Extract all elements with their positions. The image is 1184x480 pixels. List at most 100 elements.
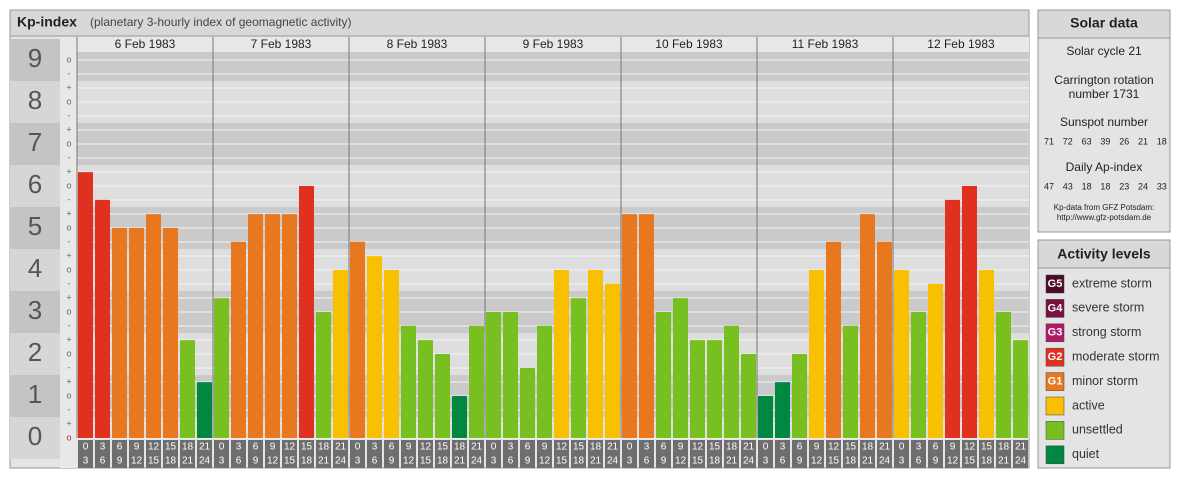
y-tick-label: 0: [28, 421, 42, 451]
kp-bar: [979, 270, 994, 438]
level-label: moderate storm: [1072, 349, 1160, 363]
level-label: unsettled: [1072, 423, 1123, 437]
sunspot-value: 26: [1119, 136, 1129, 146]
level-swatch: [1045, 421, 1065, 440]
slot-from: 0: [355, 442, 361, 453]
slot-box: [911, 440, 926, 468]
slot-box: [197, 440, 212, 468]
slot-to: 9: [661, 456, 667, 467]
slot-box: [1013, 440, 1028, 468]
minor-tick-label: o: [66, 390, 71, 400]
rotation-line: Carrington rotation: [1054, 73, 1153, 87]
kp-bar: [95, 199, 110, 438]
slot-from: 6: [117, 442, 123, 453]
slot-to: 18: [573, 456, 585, 467]
axis-band: [10, 165, 60, 207]
slot-from: 18: [454, 442, 466, 453]
slot-from: 3: [372, 442, 378, 453]
slot-box: [146, 440, 161, 468]
slot-from: 15: [981, 442, 993, 453]
kp-bar: [180, 340, 195, 438]
slot-to: 24: [199, 456, 211, 467]
slot-to: 9: [389, 456, 395, 467]
slot-to: 12: [675, 456, 687, 467]
slot-to: 9: [253, 456, 259, 467]
sunspot-value: 71: [1044, 136, 1054, 146]
date-label: 10 Feb 1983: [655, 37, 723, 51]
level-swatch: [1045, 299, 1065, 318]
slot-to: 9: [933, 456, 939, 467]
slot-to: 6: [916, 456, 922, 467]
kp-bar: [401, 325, 416, 438]
kp-bar: [962, 186, 977, 438]
slot-to: 18: [301, 456, 313, 467]
slot-to: 6: [780, 456, 786, 467]
minor-tick-label: o: [66, 180, 71, 190]
axis-band: [10, 39, 60, 81]
kp-bar: [911, 312, 926, 438]
slot-from: 15: [437, 442, 449, 453]
slot-to: 24: [743, 456, 755, 467]
slot-box: [962, 440, 977, 468]
solar-cycle: Solar cycle 21: [1066, 44, 1142, 58]
slot-box: [758, 440, 773, 468]
slot-to: 6: [236, 456, 242, 467]
kp-bar: [571, 298, 586, 438]
slot-box: [520, 440, 535, 468]
slot-from: 18: [318, 442, 330, 453]
minor-tick-label: -: [68, 236, 71, 246]
date-label: 11 Feb 1983: [792, 37, 859, 51]
slot-to: 9: [117, 456, 123, 467]
slot-to: 24: [335, 456, 347, 467]
kp-bar: [469, 325, 484, 438]
slot-box: [180, 440, 195, 468]
y-tick-label: 1: [28, 379, 42, 409]
kp-bar: [486, 312, 501, 438]
kp-bar: [860, 214, 875, 438]
chart-subtitle: (planetary 3-hourly index of geomagnetic…: [90, 15, 351, 29]
slot-from: 6: [933, 442, 939, 453]
slot-to: 24: [471, 456, 483, 467]
slot-box: [214, 440, 229, 468]
level-badge: G4: [1048, 302, 1064, 314]
slot-from: 15: [845, 442, 857, 453]
minor-tick-label: +: [66, 292, 71, 302]
minor-tick-label: +: [66, 124, 71, 134]
level-swatch: [1045, 323, 1065, 343]
levels-title-bar: [1037, 239, 1171, 269]
ap-value: 23: [1119, 181, 1129, 191]
solar-title: Solar data: [1070, 15, 1138, 31]
level-swatch: [1045, 396, 1065, 416]
slot-from: 9: [542, 442, 548, 453]
slot-box: [248, 440, 263, 468]
kp-bar: [843, 325, 858, 438]
kp-bar: [554, 270, 569, 438]
kp-bar: [333, 270, 348, 438]
slot-box: [469, 440, 484, 468]
slot-to: 12: [403, 456, 415, 467]
slot-from: 9: [678, 442, 684, 453]
slot-from: 9: [814, 442, 820, 453]
slot-box: [503, 440, 518, 468]
level-label: severe storm: [1072, 301, 1144, 315]
slot-from: 15: [165, 442, 177, 453]
date-row: [77, 37, 1029, 52]
slot-box: [639, 440, 654, 468]
slot-box: [231, 440, 246, 468]
slot-from: 21: [335, 442, 347, 453]
slot-from: 9: [406, 442, 412, 453]
minor-tick-label: o: [66, 222, 71, 232]
slot-box: [401, 440, 416, 468]
level-label: strong storm: [1072, 325, 1141, 339]
slot-box: [129, 440, 144, 468]
ap-title: Daily Ap-index: [1066, 160, 1143, 174]
slot-from: 12: [148, 442, 160, 453]
kp-bar: [758, 396, 773, 438]
kp-bar: [673, 298, 688, 438]
slot-to: 12: [131, 456, 143, 467]
axis-band: [10, 375, 60, 417]
y-tick-label: 7: [28, 127, 42, 157]
slot-box: [384, 440, 399, 468]
date-label: 7 Feb 1983: [251, 37, 312, 51]
slot-to: 21: [726, 456, 738, 467]
